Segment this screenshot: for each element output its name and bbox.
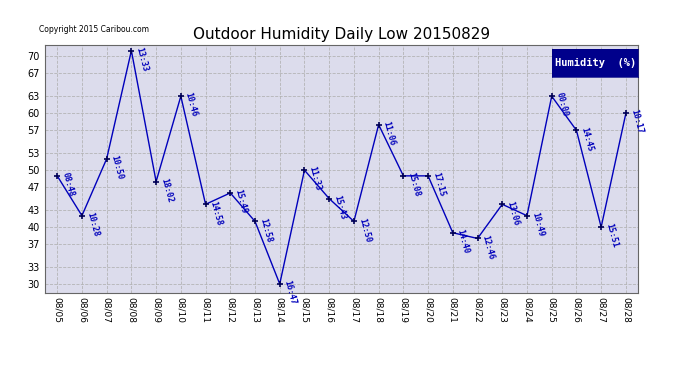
Text: 11:33: 11:33 [308,166,323,192]
Text: 15:08: 15:08 [406,171,422,198]
Text: 10:17: 10:17 [629,109,644,135]
Text: 10:46: 10:46 [184,92,199,118]
Text: 12:58: 12:58 [258,217,273,243]
Text: Copyright 2015 Caribou.com: Copyright 2015 Caribou.com [39,25,149,34]
Text: 15:49: 15:49 [233,188,248,215]
Text: 14:40: 14:40 [456,228,471,255]
Text: 10:50: 10:50 [110,154,125,181]
Text: 13:06: 13:06 [505,200,520,226]
Text: 13:33: 13:33 [135,46,150,72]
Text: 10:49: 10:49 [530,211,545,237]
Text: 15:43: 15:43 [332,194,347,220]
Text: 12:46: 12:46 [480,234,495,260]
Text: 11:06: 11:06 [382,120,397,147]
Text: 16:47: 16:47 [283,279,298,306]
Text: 00:00: 00:00 [555,92,570,118]
Text: 10:28: 10:28 [85,211,100,237]
Text: 15:51: 15:51 [604,222,620,249]
Text: 18:02: 18:02 [159,177,175,203]
Text: 17:15: 17:15 [431,171,446,198]
Text: 08:48: 08:48 [60,171,75,198]
Text: 14:58: 14:58 [208,200,224,226]
Text: 14:45: 14:45 [580,126,595,152]
Title: Outdoor Humidity Daily Low 20150829: Outdoor Humidity Daily Low 20150829 [193,27,490,42]
Text: 12:50: 12:50 [357,217,372,243]
